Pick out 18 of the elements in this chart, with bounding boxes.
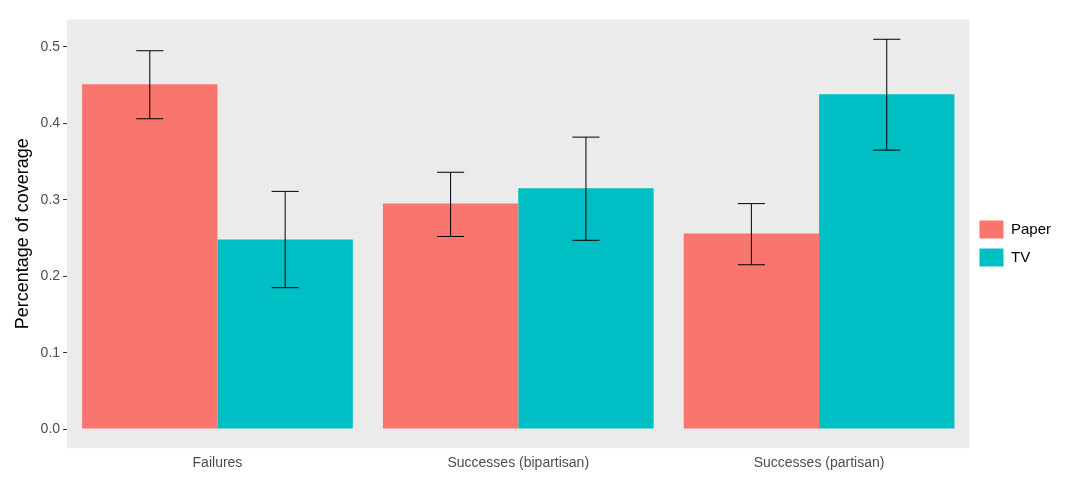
- y-tick-label: 0.0: [40, 419, 61, 436]
- y-tick-label: 0.2: [40, 267, 61, 284]
- bar: [382, 203, 519, 429]
- bar: [683, 233, 820, 429]
- bar: [82, 84, 218, 429]
- y-tick-label: 0.3: [40, 190, 61, 207]
- bar: [819, 94, 955, 429]
- y-axis-title: Percentage of coverage: [11, 138, 32, 330]
- bar: [518, 188, 654, 429]
- y-tick-label: 0.5: [40, 37, 61, 54]
- x-tick-label: Successes (partisan): [753, 454, 885, 471]
- bar: [217, 239, 353, 429]
- y-tick-label: 0.4: [40, 114, 61, 131]
- y-tick-label: 0.1: [40, 343, 61, 360]
- legend-label: Paper: [1010, 219, 1051, 237]
- x-tick-label: Successes (bipartisan): [447, 454, 590, 471]
- x-tick-label: Failures: [192, 454, 243, 471]
- legend-label: TV: [1010, 247, 1031, 265]
